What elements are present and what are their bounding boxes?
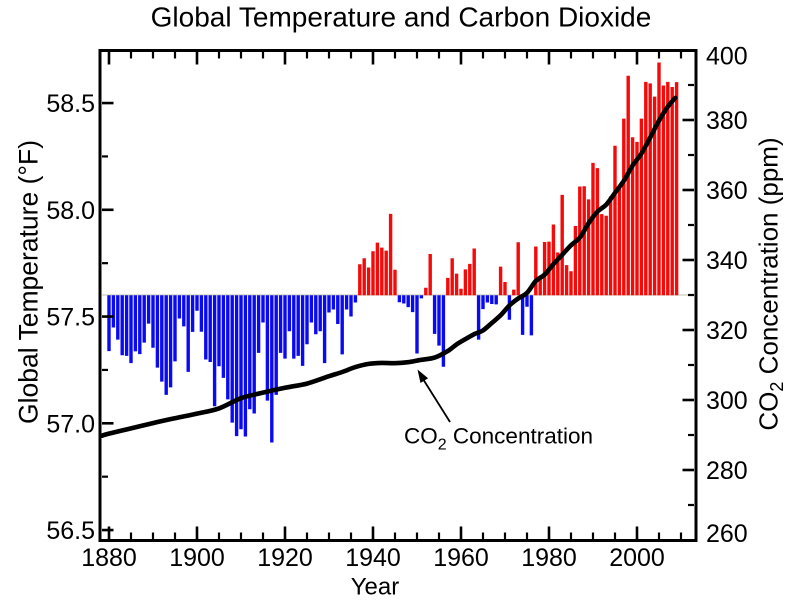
svg-text:58.0: 58.0 <box>46 197 95 225</box>
svg-text:1940: 1940 <box>345 544 401 572</box>
svg-text:300: 300 <box>706 387 748 415</box>
svg-text:1920: 1920 <box>257 544 313 572</box>
svg-text:1960: 1960 <box>433 544 489 572</box>
svg-text:Year: Year <box>351 574 400 601</box>
svg-text:260: 260 <box>706 520 748 548</box>
svg-text:1880: 1880 <box>81 544 137 572</box>
svg-text:380: 380 <box>706 107 748 135</box>
svg-text:320: 320 <box>706 317 748 345</box>
svg-text:2000: 2000 <box>609 544 665 572</box>
svg-text:280: 280 <box>706 457 748 485</box>
svg-text:CO2 Concentration (ppm): CO2 Concentration (ppm) <box>754 137 788 430</box>
svg-text:Global Temperature and Carbon: Global Temperature and Carbon Dioxide <box>151 1 652 32</box>
svg-text:340: 340 <box>706 247 748 275</box>
svg-text:58.5: 58.5 <box>46 90 95 118</box>
svg-text:57.0: 57.0 <box>46 410 95 438</box>
svg-text:57.5: 57.5 <box>46 304 95 332</box>
svg-text:360: 360 <box>706 177 748 205</box>
svg-text:400: 400 <box>706 43 748 71</box>
svg-text:Global Temperature (°F): Global Temperature (°F) <box>14 140 44 424</box>
svg-text:56.5: 56.5 <box>46 517 95 545</box>
svg-text:1900: 1900 <box>169 544 225 572</box>
svg-text:1980: 1980 <box>521 544 577 572</box>
